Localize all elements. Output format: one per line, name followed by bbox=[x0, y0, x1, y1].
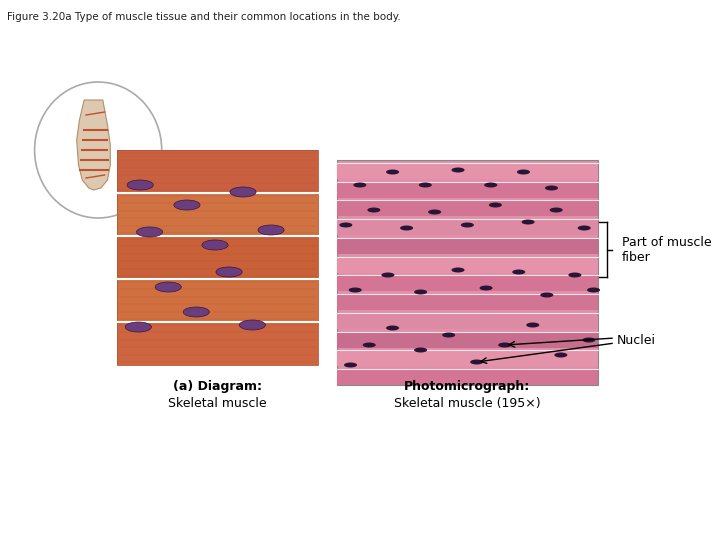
Ellipse shape bbox=[354, 183, 366, 187]
Bar bbox=[336, 313, 598, 329]
Bar bbox=[117, 236, 318, 279]
Ellipse shape bbox=[183, 307, 210, 317]
Ellipse shape bbox=[202, 240, 228, 250]
Ellipse shape bbox=[587, 287, 600, 293]
Bar bbox=[117, 193, 318, 236]
Bar bbox=[336, 181, 598, 198]
Ellipse shape bbox=[577, 226, 590, 231]
Bar bbox=[336, 200, 598, 216]
Ellipse shape bbox=[174, 200, 200, 210]
Ellipse shape bbox=[568, 273, 581, 278]
Bar bbox=[336, 163, 598, 179]
Bar bbox=[336, 256, 598, 273]
Ellipse shape bbox=[216, 267, 242, 277]
Bar bbox=[336, 219, 598, 235]
Bar bbox=[117, 150, 318, 193]
Ellipse shape bbox=[489, 202, 502, 207]
Ellipse shape bbox=[363, 342, 376, 348]
Bar bbox=[336, 238, 598, 254]
Bar bbox=[336, 160, 598, 385]
Ellipse shape bbox=[414, 289, 427, 294]
Text: Figure 3.20a Type of muscle tissue and their common locations in the body.: Figure 3.20a Type of muscle tissue and t… bbox=[7, 12, 401, 22]
Ellipse shape bbox=[386, 170, 399, 174]
Ellipse shape bbox=[386, 326, 399, 330]
Ellipse shape bbox=[582, 338, 595, 342]
Bar bbox=[336, 294, 598, 310]
Text: Part of muscle
fiber: Part of muscle fiber bbox=[621, 236, 711, 264]
Ellipse shape bbox=[451, 267, 464, 273]
Text: Photomicrograph:: Photomicrograph: bbox=[404, 380, 531, 393]
Ellipse shape bbox=[400, 226, 413, 231]
Ellipse shape bbox=[517, 170, 530, 174]
Ellipse shape bbox=[230, 187, 256, 197]
Ellipse shape bbox=[540, 293, 554, 298]
Ellipse shape bbox=[127, 180, 153, 190]
Bar bbox=[117, 279, 318, 322]
Bar bbox=[336, 332, 598, 348]
Ellipse shape bbox=[125, 322, 151, 332]
Bar bbox=[336, 275, 598, 291]
Ellipse shape bbox=[419, 183, 432, 187]
Text: (a) Diagram:: (a) Diagram: bbox=[173, 380, 262, 393]
Ellipse shape bbox=[156, 282, 181, 292]
Text: Skeletal muscle (195×): Skeletal muscle (195×) bbox=[394, 397, 541, 410]
Ellipse shape bbox=[339, 222, 352, 227]
Ellipse shape bbox=[545, 186, 558, 191]
Ellipse shape bbox=[137, 227, 163, 237]
Bar bbox=[336, 350, 598, 366]
Ellipse shape bbox=[498, 342, 511, 348]
Ellipse shape bbox=[526, 322, 539, 327]
Ellipse shape bbox=[461, 222, 474, 227]
Text: Nuclei: Nuclei bbox=[617, 334, 656, 347]
Bar bbox=[336, 369, 598, 385]
Text: Skeletal muscle: Skeletal muscle bbox=[168, 397, 266, 410]
Ellipse shape bbox=[451, 167, 464, 172]
Ellipse shape bbox=[382, 273, 395, 278]
Ellipse shape bbox=[442, 333, 455, 338]
Ellipse shape bbox=[521, 219, 535, 225]
Ellipse shape bbox=[470, 360, 483, 365]
Ellipse shape bbox=[512, 269, 526, 274]
Ellipse shape bbox=[428, 210, 441, 214]
Ellipse shape bbox=[480, 286, 492, 291]
Ellipse shape bbox=[414, 348, 427, 353]
Ellipse shape bbox=[554, 353, 567, 357]
Bar bbox=[117, 322, 318, 365]
Ellipse shape bbox=[258, 225, 284, 235]
Ellipse shape bbox=[239, 320, 266, 330]
Ellipse shape bbox=[367, 207, 380, 213]
Ellipse shape bbox=[348, 287, 361, 293]
Polygon shape bbox=[76, 100, 110, 190]
Bar bbox=[117, 150, 318, 365]
Ellipse shape bbox=[484, 183, 498, 187]
Ellipse shape bbox=[549, 207, 563, 213]
Ellipse shape bbox=[344, 362, 357, 368]
